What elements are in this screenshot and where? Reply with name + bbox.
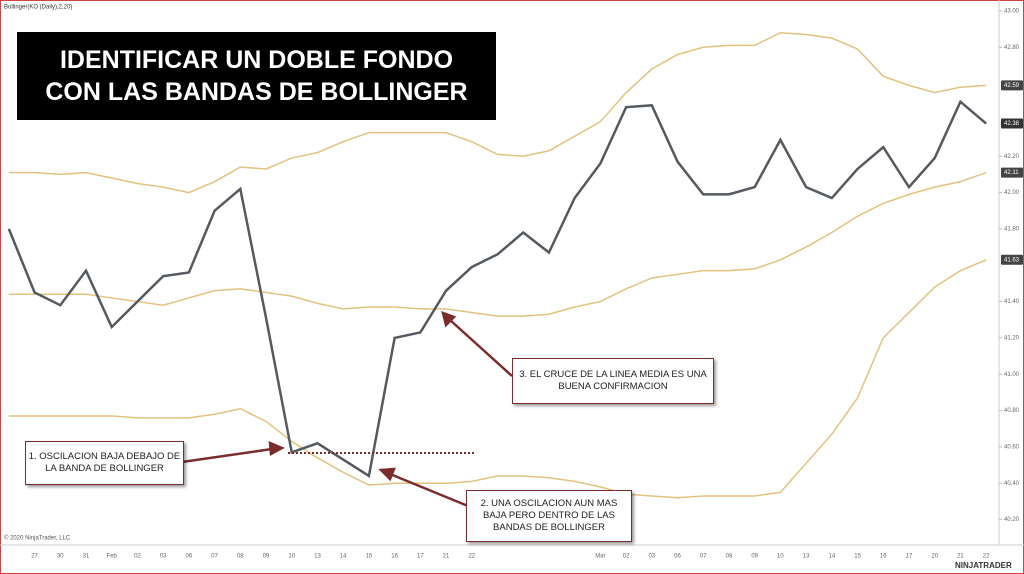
y-tick-label: 42.20 [1004, 154, 1020, 160]
y-tick-label: 40.80 [1004, 408, 1020, 414]
y-tick-label: 42.80 [1004, 45, 1020, 51]
price-tag-label: 42.11 [1004, 170, 1019, 176]
x-tick-label: Feb [107, 554, 118, 560]
arrows [181, 311, 513, 508]
annotation: 1. OSCILACION BAJA DEBAJO DE LA BANDA DE… [25, 441, 184, 485]
x-tick-label: Mar [595, 554, 605, 560]
arrow [181, 447, 273, 464]
arrow [449, 319, 513, 377]
price-tag [1001, 118, 1023, 129]
annotation-line: BANDAS DE BOLLINGER [493, 521, 605, 533]
x-tick-label: 21 [957, 554, 964, 560]
x-tick-label: 17 [906, 554, 913, 560]
x-tick-label: 16 [880, 554, 887, 560]
arrow [389, 472, 469, 508]
x-tick-label: 10 [777, 554, 784, 560]
x-tick-label: 06 [674, 554, 681, 560]
price-tag [1001, 254, 1023, 265]
arrow-head [268, 441, 285, 457]
x-tick-label: 22 [983, 554, 990, 560]
price-line [7, 99, 987, 479]
y-tick-label: 40.60 [1004, 444, 1020, 450]
band-line [8, 31, 987, 194]
price-tag-label: 42.59 [1004, 83, 1020, 89]
x-tick-label: 09 [751, 554, 758, 560]
band-line [8, 171, 987, 317]
x-tick-label: 07 [700, 554, 707, 560]
title-line: CON LAS BANDAS DE BOLLINGER [45, 78, 468, 106]
x-tick-label: 31 [83, 554, 90, 560]
y-tick-label: 41.40 [1004, 299, 1020, 305]
y-tick-label: 42.00 [1004, 190, 1020, 196]
annotation-line: 2. UNA OSCILACION AUN MAS [480, 498, 618, 510]
price-tag-label: 42.38 [1004, 121, 1020, 127]
x-tick-label: 06 [186, 554, 193, 560]
x-tick-label: 03 [648, 554, 655, 560]
brand: NINJATRADER [955, 561, 1012, 570]
annotation: 3. EL CRUCE DE LA LINEA MEDIA ES UNA BUE… [512, 358, 714, 404]
x-tick-label: 15 [366, 554, 373, 560]
title-box: IDENTIFICAR UN DOBLE FONDO CON LAS BANDA… [17, 32, 496, 120]
x-tick-label: 15 [854, 554, 861, 560]
x-tick-label: 16 [391, 554, 398, 560]
annotation-line: BUENA CONFIRMACION [558, 381, 668, 392]
x-tick-label: 17 [417, 554, 424, 560]
x-tick-label: 30 [57, 554, 64, 560]
x-tick-label: 09 [263, 554, 270, 560]
arrow-head [378, 467, 396, 482]
x-tick-label: 07 [211, 554, 218, 560]
annotation-line: 3. EL CRUCE DE LA LINEA MEDIA ES UNA [519, 369, 707, 381]
y-tick-label: 40.40 [1004, 481, 1020, 487]
x-tick-label: 13 [314, 554, 321, 560]
y-tick-label: 43.00 [1004, 8, 1020, 14]
annotation-line: 1. OSCILACION BAJA DEBAJO DE [28, 451, 181, 463]
x-tick-label: 02 [623, 554, 630, 560]
price-tag [1001, 167, 1023, 178]
x-tick-label: 27 [31, 554, 38, 560]
y-tick-label: 41.00 [1004, 372, 1020, 378]
annotation-line: LA BANDA DE BOLLINGER [45, 463, 164, 474]
x-tick-label: 22 [468, 554, 475, 560]
x-tick-label: 13 [803, 554, 810, 560]
copyright: © 2020 NinjaTrader, LLC [4, 535, 71, 542]
annotation: 2. UNA OSCILACION AUN MAS BAJA PERO DENT… [466, 490, 632, 542]
x-tick-label: 21 [443, 554, 450, 560]
x-tick-label: 08 [726, 554, 733, 560]
price-tag-label: 41.63 [1004, 257, 1020, 263]
x-tick-label: 10 [288, 554, 295, 560]
band-line [8, 259, 987, 499]
title-line: IDENTIFICAR UN DOBLE FONDO [59, 45, 454, 74]
x-tick-label: 08 [237, 554, 244, 560]
y-tick-label: 41.80 [1004, 226, 1020, 232]
x-tick-label: 03 [160, 554, 167, 560]
y-tick-label: 41.20 [1004, 335, 1020, 341]
header: Bollinger(KO (Daily),2,20) [4, 5, 72, 11]
x-tick-label: 20 [931, 554, 938, 560]
annotation-line: BAJA PERO DENTRO DE LAS [483, 510, 615, 522]
x-tick-label: 14 [828, 554, 835, 560]
x-tick-label: 14 [340, 554, 347, 560]
price-tag [1001, 80, 1023, 91]
y-tick-label: 40.20 [1004, 517, 1020, 523]
arrow-head [441, 311, 457, 328]
x-tick-label: 02 [134, 554, 141, 560]
